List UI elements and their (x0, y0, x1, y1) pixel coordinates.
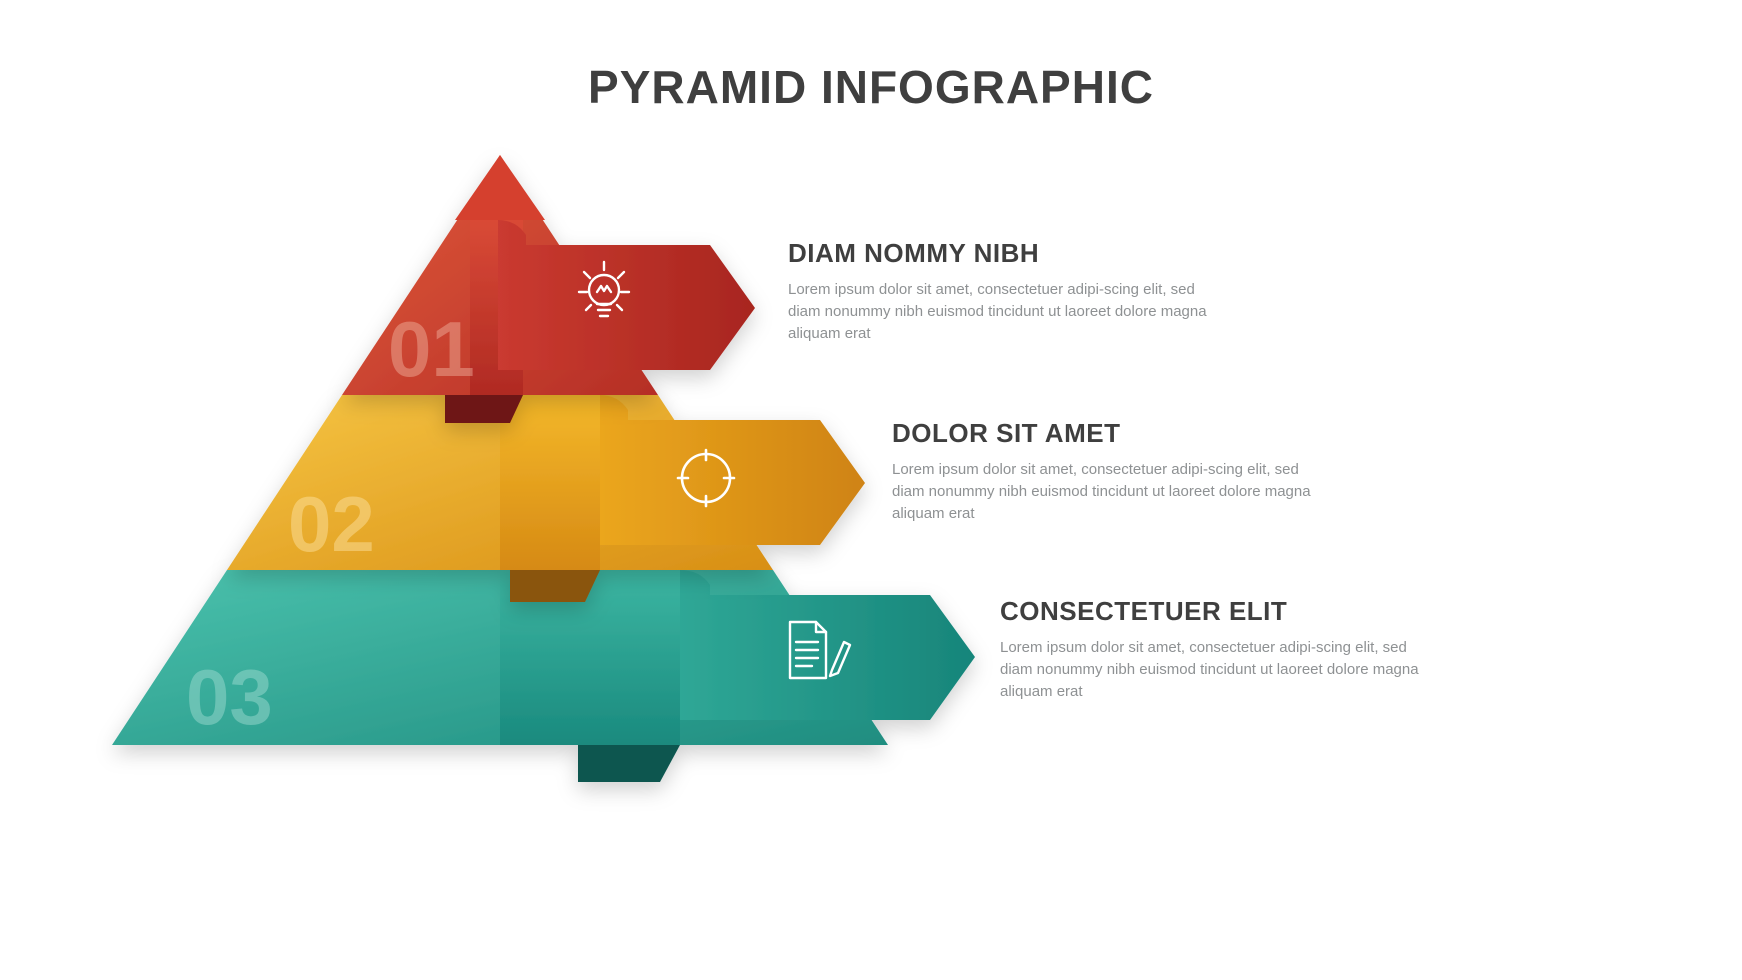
level-2-body: Lorem ipsum dolor sit amet, consectetuer… (892, 459, 1312, 524)
infographic-stage: PYRAMID INFOGRAPHIC (0, 0, 1742, 980)
lightbulb-icon (575, 258, 633, 330)
level-3-body: Lorem ipsum dolor sit amet, consectetuer… (1000, 637, 1420, 702)
level-2-text: DOLOR SIT AMET Lorem ipsum dolor sit ame… (892, 418, 1312, 524)
document-pencil-icon (782, 618, 854, 686)
pyramid-svg (0, 0, 1742, 980)
level-2-heading: DOLOR SIT AMET (892, 418, 1312, 449)
level-3-text: CONSECTETUER ELIT Lorem ipsum dolor sit … (1000, 596, 1420, 702)
level-number-3: 03 (186, 658, 273, 736)
level-number-2: 02 (288, 485, 375, 563)
level-3-heading: CONSECTETUER ELIT (1000, 596, 1420, 627)
level-number-1: 01 (388, 310, 475, 388)
level-1-body: Lorem ipsum dolor sit amet, consectetuer… (788, 279, 1208, 344)
target-icon (676, 448, 736, 508)
level-1-text: DIAM NOMMY NIBH Lorem ipsum dolor sit am… (788, 238, 1208, 344)
level-1-heading: DIAM NOMMY NIBH (788, 238, 1208, 269)
